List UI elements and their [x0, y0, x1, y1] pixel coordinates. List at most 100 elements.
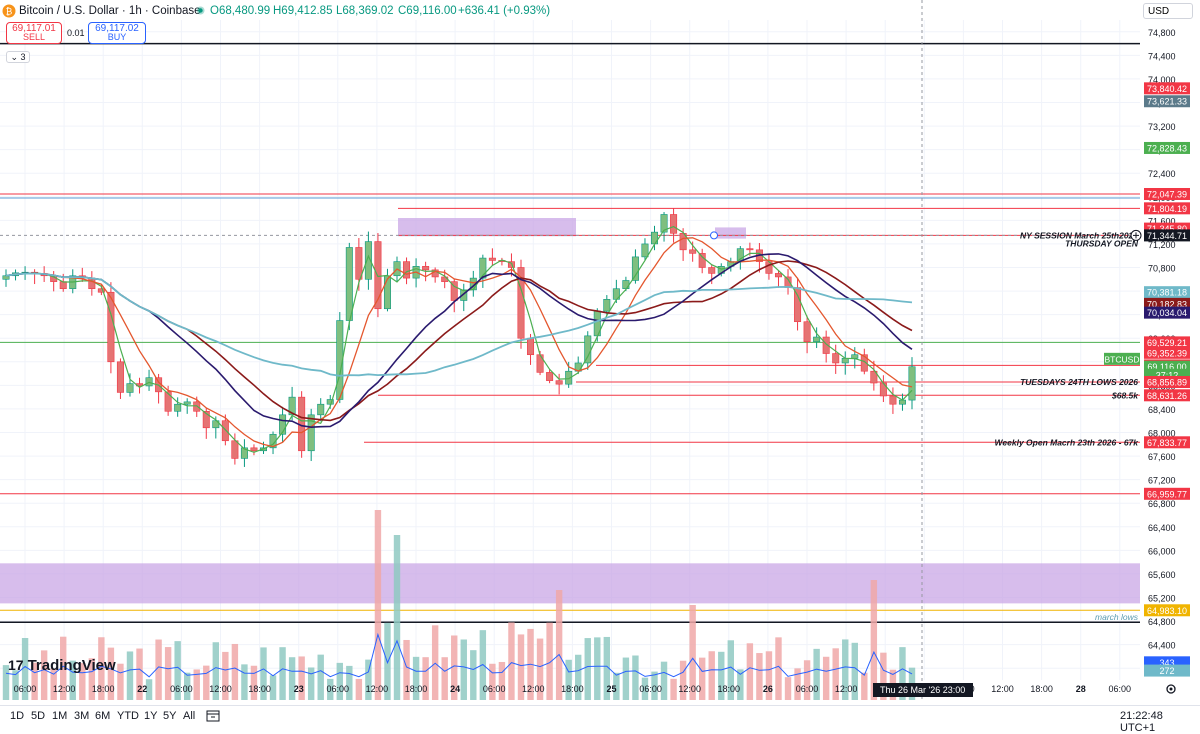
symbol-title[interactable]: Bitcoin / U.S. Dollar · 1h · Coinbase: [19, 5, 201, 17]
y-tick-label: 64,400: [1148, 641, 1176, 651]
candle: [794, 277, 802, 331]
volume-bar: [470, 650, 477, 700]
candle: [479, 254, 487, 288]
candle: [174, 397, 182, 417]
price-tag: [1144, 436, 1190, 449]
candle-body: [746, 248, 754, 251]
candle-body: [183, 401, 191, 405]
x-tick-label: 22: [137, 684, 147, 694]
candle-body: [660, 214, 668, 233]
candle: [898, 393, 906, 411]
currency-select[interactable]: USD: [1143, 3, 1193, 19]
volume-bar: [126, 651, 134, 700]
range-5d[interactable]: 5D: [31, 710, 46, 722]
price-tag-label: 71,804.19: [1147, 204, 1187, 214]
volume-bar: [203, 665, 210, 700]
volume-bar: [307, 667, 315, 700]
volume-bar: [117, 663, 124, 700]
candle-body: [527, 337, 535, 356]
range-1y[interactable]: 1Y: [144, 710, 158, 722]
sell-button[interactable]: 69,117.01 SELL: [6, 22, 62, 44]
date-range-icon[interactable]: [206, 709, 220, 725]
candle-body: [889, 395, 897, 405]
volume-bar: [422, 657, 429, 700]
candle: [774, 270, 782, 288]
volume-bar: [412, 656, 420, 700]
y-tick-label: 65,200: [1148, 594, 1176, 604]
utc-clock[interactable]: 21:22:48 UTC+1: [1120, 710, 1163, 734]
ohlc-high: H69,412.85: [273, 5, 333, 17]
annotation-label: $68.5k: [1111, 390, 1139, 400]
candle-body: [517, 267, 525, 339]
x-tick-label: 12:00: [209, 684, 232, 694]
range-3m[interactable]: 3M: [74, 710, 90, 722]
candle-body: [546, 372, 554, 381]
price-tag-label: 69,116.00: [1147, 362, 1186, 372]
candle: [698, 248, 706, 274]
range-1m[interactable]: 1M: [52, 710, 68, 722]
volume-bar: [460, 639, 467, 700]
range-6m[interactable]: 6M: [95, 710, 111, 722]
settings-icon: [1169, 687, 1173, 691]
x-tick-label: 18:00: [1030, 684, 1053, 694]
price-tag: [1144, 229, 1190, 242]
zone-box: [398, 218, 576, 237]
volume-bar: [489, 663, 496, 700]
volume-bar: [565, 659, 572, 700]
range-5y[interactable]: 5Y: [163, 710, 177, 722]
x-tick-label: 06:00: [170, 684, 193, 694]
ohlc-close: C69,116.00: [398, 5, 457, 17]
x-tick-label: 24: [450, 684, 460, 694]
candle-body: [383, 275, 391, 310]
volume-bar: [40, 650, 48, 700]
candle: [813, 327, 821, 349]
range-all[interactable]: All: [183, 710, 196, 722]
candle-body: [126, 383, 134, 393]
candle-body: [97, 288, 105, 293]
candle: [631, 249, 639, 284]
volume-bar: [60, 636, 67, 700]
x-tick-label: 06:00: [1109, 684, 1132, 694]
price-tag: [1144, 336, 1190, 349]
volume-bar: [822, 656, 830, 700]
x-tick-label: 18:00: [92, 684, 115, 694]
price-tag-label: 66,959.77: [1147, 489, 1187, 499]
volume-bar: [756, 653, 763, 700]
range-ytd[interactable]: YTD: [117, 710, 139, 722]
ohlc-open: O68,480.99: [210, 5, 271, 17]
price-tag-label: 70,182.83: [1147, 299, 1187, 309]
price-tag: [1144, 664, 1190, 677]
volume-bar: [622, 657, 630, 700]
y-tick-label: 68,400: [1148, 405, 1176, 415]
price-tag-label: 69,352.39: [1147, 348, 1187, 358]
volume-bar: [50, 668, 57, 700]
volume-bar: [79, 663, 86, 700]
candle: [641, 238, 649, 261]
volume-bar: [241, 664, 248, 700]
buy-button[interactable]: 69,117.02 BUY: [88, 22, 146, 44]
candle-body: [631, 256, 639, 281]
volume-bar: [718, 651, 725, 700]
range-1d[interactable]: 1D: [10, 710, 25, 722]
settings-icon: [1166, 684, 1176, 694]
candle: [317, 398, 325, 422]
ohlc-change: +636.41 (+0.93%): [458, 5, 551, 17]
candle-body: [88, 277, 96, 290]
candle: [116, 358, 124, 399]
volume-bar: [880, 652, 887, 700]
moving-average-line-4: [5, 253, 913, 429]
y-tick-label: 74,400: [1148, 51, 1176, 61]
x-tick-label: 06:00: [796, 684, 819, 694]
cursor-time-box: [873, 683, 973, 697]
price-tag: [1144, 376, 1190, 389]
indicators-toggle[interactable]: ⌄ 3: [6, 51, 30, 63]
volume-bar: [498, 661, 506, 700]
volume-bar: [88, 658, 96, 700]
volume-bar: [107, 647, 115, 700]
volume-bar: [31, 662, 38, 700]
candle-body: [355, 247, 363, 280]
annotation-label: THURSDAY OPEN: [1065, 238, 1139, 248]
candle-body: [345, 247, 353, 321]
volume-bar: [861, 672, 868, 700]
